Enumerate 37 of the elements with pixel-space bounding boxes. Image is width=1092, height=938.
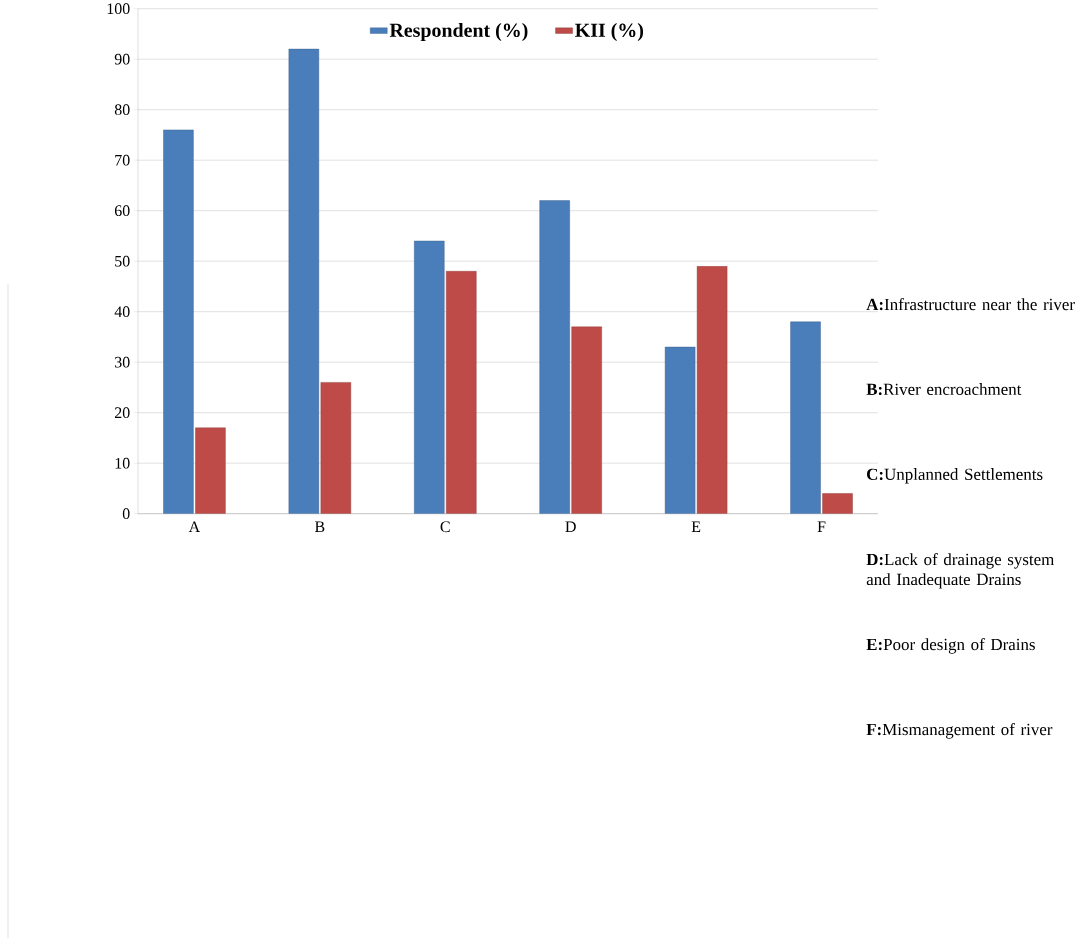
annotation: A:Infrastructure near the river <box>866 298 1075 311</box>
bar <box>822 493 853 514</box>
bar <box>696 265 728 514</box>
y-tick-label: 0 <box>122 508 130 520</box>
x-tick-label: E <box>691 521 701 532</box>
y-tick-label: 80 <box>114 104 130 116</box>
bar <box>288 48 320 514</box>
bar <box>195 427 226 514</box>
annotation: B:River encroachment <box>866 383 1022 396</box>
x-tick-label: C <box>440 521 450 533</box>
bar <box>320 382 352 514</box>
text: D:Lack of drainage system and Inadequate Drains <box>866 553 1055 589</box>
bar <box>539 200 570 514</box>
y-tick-label: 40 <box>114 306 130 318</box>
bar <box>414 240 445 514</box>
y-tick-label: 100 <box>107 3 130 15</box>
x-tick-label: D <box>565 521 576 532</box>
bar <box>790 321 821 514</box>
legend-label: KII (%) <box>575 22 644 41</box>
text: E:Poor design of Drains <box>866 638 1035 654</box>
bar <box>571 326 602 514</box>
y-tick-label: 30 <box>115 356 130 368</box>
x-tick-label: B <box>314 521 325 532</box>
legend-label: Respondent (%) <box>389 22 528 41</box>
y-tick-label: 90 <box>114 53 130 65</box>
annotation: C:Unplanned Settlements <box>867 468 1043 484</box>
x-tick-label: F <box>817 521 826 532</box>
y-tick-label: 10 <box>115 457 130 469</box>
text: F:Mismanagement of river <box>866 723 1053 739</box>
y-tick-label: 20 <box>114 407 130 419</box>
bar <box>163 129 194 514</box>
y-tick-label: 70 <box>115 154 130 166</box>
y-tick-label: 50 <box>115 255 130 267</box>
bar <box>664 346 696 514</box>
x-tick-label: A <box>188 521 201 532</box>
bar <box>446 271 477 514</box>
y-tick-label: 60 <box>114 205 130 217</box>
